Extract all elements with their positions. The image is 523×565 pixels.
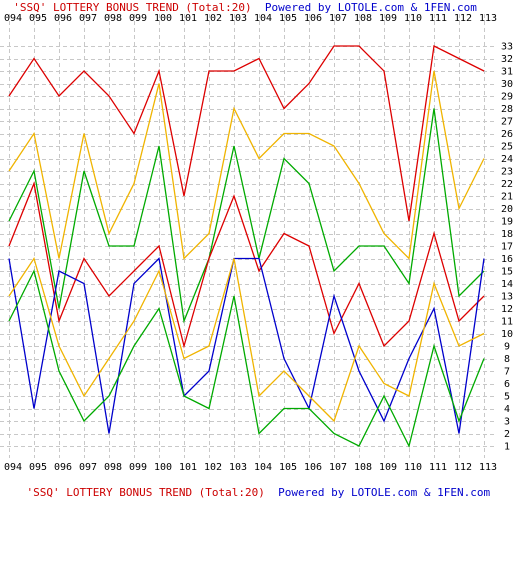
x-tick-label-top: 099: [129, 13, 147, 24]
x-tick-label-bottom: 098: [104, 462, 122, 473]
x-tick-label-top: 098: [104, 13, 122, 24]
y-tick-label: 16: [501, 254, 513, 265]
y-tick-label: 19: [501, 217, 513, 228]
x-tick-label-bottom: 113: [479, 462, 497, 473]
y-tick-label: 7: [504, 367, 510, 378]
y-tick-label: 6: [504, 379, 510, 390]
x-tick-label-bottom: 103: [229, 462, 247, 473]
series-line: [8, 256, 485, 423]
y-tick-label: 18: [501, 229, 513, 240]
y-tick-label: 15: [501, 267, 513, 278]
y-tick-label: 21: [501, 192, 513, 203]
x-tick-label-top: 096: [54, 13, 72, 24]
series-line: [8, 181, 485, 349]
series-line: [8, 269, 485, 448]
x-tick-label-top: 110: [404, 13, 422, 24]
x-tick-label-top: 101: [179, 13, 197, 24]
y-tick-label: 22: [501, 179, 513, 190]
x-tick-label-top: 094: [4, 13, 22, 24]
y-tick-label: 20: [501, 204, 513, 215]
x-tick-label-bottom: 095: [29, 462, 47, 473]
x-tick-label-bottom: 110: [404, 462, 422, 473]
footer-title: 'SSQ' LOTTERY BONUS TREND (Total:20): [26, 486, 265, 499]
y-tick-label: 33: [501, 42, 513, 53]
x-tick-label-bottom: 101: [179, 462, 197, 473]
y-tick-label: 9: [504, 342, 510, 353]
y-tick-label: 5: [504, 392, 510, 403]
x-tick-label-bottom: 104: [254, 462, 272, 473]
y-tick-label: 25: [501, 142, 513, 153]
y-tick-label: 28: [501, 104, 513, 115]
y-tick-label: 32: [501, 54, 513, 65]
x-tick-label-top: 103: [229, 13, 247, 24]
y-tick-label: 24: [501, 154, 513, 165]
x-tick-label-top: 097: [79, 13, 97, 24]
x-tick-label-bottom: 109: [379, 462, 397, 473]
y-tick-label: 17: [501, 242, 513, 253]
x-tick-label-bottom: 105: [279, 462, 297, 473]
x-tick-label-top: 102: [204, 13, 222, 24]
y-tick-label: 14: [501, 279, 513, 290]
footer-powered-by-text: Powered by LOTOLE.com & 1FEN.com: [278, 486, 491, 499]
x-tick-label-bottom: 112: [454, 462, 472, 473]
y-tick-label: 8: [504, 354, 510, 365]
y-tick-label: 10: [501, 329, 513, 340]
x-tick-label-top: 109: [379, 13, 397, 24]
y-tick-label: 4: [504, 404, 510, 415]
x-tick-label-top: 113: [479, 13, 497, 24]
y-tick-label: 12: [501, 304, 513, 315]
x-tick-label-top: 105: [279, 13, 297, 24]
y-tick-label: 11: [501, 317, 513, 328]
series-line: [8, 257, 485, 434]
x-tick-label-bottom: 108: [354, 462, 372, 473]
y-tick-label: 2: [504, 429, 510, 440]
x-tick-label-bottom: 106: [304, 462, 322, 473]
y-tick-label: 3: [504, 417, 510, 428]
x-tick-label-bottom: 107: [329, 462, 347, 473]
y-tick-label: 1: [504, 442, 510, 453]
x-tick-label-bottom: 097: [79, 462, 97, 473]
y-tick-label: 29: [501, 92, 513, 103]
x-tick-label-bottom: 102: [204, 462, 222, 473]
chart-footer: 'SSQ' LOTTERY BONUS TREND (Total:20) Pow…: [0, 486, 523, 500]
x-tick-label-top: 106: [304, 13, 322, 24]
y-tick-label: 31: [501, 67, 513, 78]
x-tick-label-bottom: 094: [4, 462, 22, 473]
x-tick-label-top: 095: [29, 13, 47, 24]
x-tick-label-top: 107: [329, 13, 347, 24]
powered-by-text: Powered by LOTOLE.com & 1FEN.com: [264, 1, 477, 14]
x-tick-label-top: 111: [429, 13, 447, 24]
y-tick-label: 23: [501, 167, 513, 178]
y-tick-label: 26: [501, 129, 513, 140]
y-tick-label: 27: [501, 117, 513, 128]
series-line: [8, 108, 485, 324]
x-tick-label-top: 112: [454, 13, 472, 24]
x-tick-label-bottom: 100: [154, 462, 172, 473]
series-line: [8, 45, 485, 222]
x-tick-label-top: 108: [354, 13, 372, 24]
series-line: [8, 70, 485, 260]
x-tick-label-top: 100: [154, 13, 172, 24]
x-tick-label-bottom: 111: [429, 462, 447, 473]
x-tick-label-bottom: 096: [54, 462, 72, 473]
chart-title: 'SSQ' LOTTERY BONUS TREND (Total:20): [13, 1, 252, 14]
x-tick-label-top: 104: [254, 13, 272, 24]
chart-header: 'SSQ' LOTTERY BONUS TREND (Total:20) Pow…: [0, 1, 523, 15]
y-tick-label: 30: [501, 79, 513, 90]
y-tick-label: 13: [501, 292, 513, 303]
x-tick-label-bottom: 099: [129, 462, 147, 473]
